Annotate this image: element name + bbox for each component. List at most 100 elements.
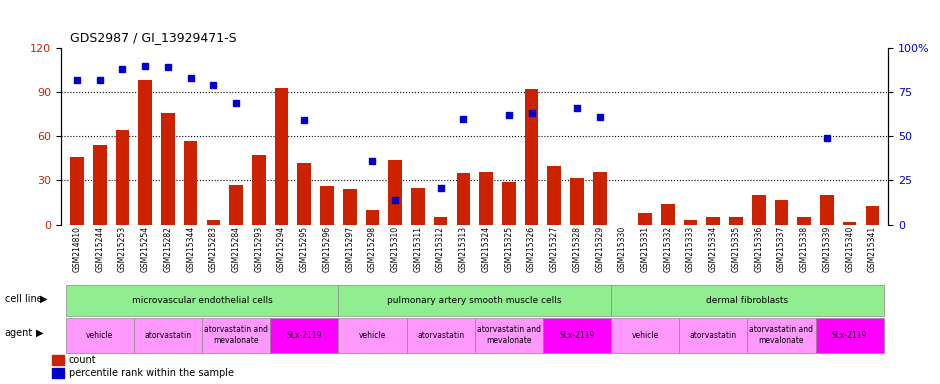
Bar [747, 318, 816, 353]
Bar [338, 318, 406, 353]
Bar [138, 80, 152, 225]
Bar [775, 200, 789, 225]
Bar [502, 182, 516, 225]
Bar [683, 220, 697, 225]
Text: GSM215253: GSM215253 [118, 226, 127, 272]
Text: GSM215310: GSM215310 [391, 226, 400, 272]
Bar [161, 113, 175, 225]
Text: GSM214810: GSM214810 [72, 226, 82, 272]
Bar [133, 318, 202, 353]
Text: cell line: cell line [5, 294, 42, 304]
Bar [525, 89, 539, 225]
Text: GSM215244: GSM215244 [95, 226, 104, 272]
Bar [52, 355, 64, 366]
Bar [406, 318, 475, 353]
Bar [680, 318, 747, 353]
Bar [207, 220, 220, 225]
Bar [116, 131, 130, 225]
Text: GSM215313: GSM215313 [459, 226, 468, 272]
Bar [66, 318, 133, 353]
Bar [638, 213, 652, 225]
Text: GSM215296: GSM215296 [322, 226, 332, 272]
Bar [816, 318, 884, 353]
Bar [543, 318, 611, 353]
Text: GSM215312: GSM215312 [436, 226, 446, 272]
Bar [184, 141, 197, 225]
Bar [866, 205, 879, 225]
Bar [202, 318, 270, 353]
Text: GSM215326: GSM215326 [527, 226, 536, 272]
Text: GSM215297: GSM215297 [345, 226, 354, 272]
Text: vehicle: vehicle [86, 331, 114, 339]
Text: GSM215298: GSM215298 [368, 226, 377, 272]
Text: GSM215334: GSM215334 [709, 226, 718, 272]
Text: GSM215331: GSM215331 [641, 226, 650, 272]
Bar [820, 195, 834, 225]
Text: GSM215283: GSM215283 [209, 226, 218, 272]
Bar [707, 217, 720, 225]
Text: GSM215282: GSM215282 [164, 226, 172, 272]
Bar [457, 173, 470, 225]
Text: GSM215332: GSM215332 [664, 226, 672, 272]
Bar [797, 217, 811, 225]
Bar [479, 172, 493, 225]
Text: GSM215344: GSM215344 [186, 226, 196, 272]
Bar [388, 160, 402, 225]
Bar [571, 177, 584, 225]
Text: GSM215336: GSM215336 [754, 226, 763, 272]
Text: percentile rank within the sample: percentile rank within the sample [69, 368, 234, 378]
Bar [93, 145, 106, 225]
Text: GSM215341: GSM215341 [868, 226, 877, 272]
Bar [752, 195, 765, 225]
Text: atorvastatin: atorvastatin [690, 331, 737, 339]
Text: GSM215339: GSM215339 [822, 226, 832, 272]
Bar [475, 318, 543, 353]
Text: GSM215324: GSM215324 [481, 226, 491, 272]
Text: GSM215327: GSM215327 [550, 226, 558, 272]
Text: atorvastatin and
mevalonate: atorvastatin and mevalonate [204, 325, 268, 345]
Text: GSM215335: GSM215335 [731, 226, 741, 272]
Bar [321, 186, 334, 225]
Bar [611, 285, 884, 316]
Bar [547, 166, 561, 225]
Bar [433, 217, 447, 225]
Bar [229, 185, 243, 225]
Bar [611, 318, 680, 353]
Text: dermal fibroblasts: dermal fibroblasts [706, 296, 789, 305]
Text: GSM215338: GSM215338 [800, 226, 808, 272]
Bar [252, 156, 266, 225]
Text: SLx-2119: SLx-2119 [559, 331, 595, 339]
Text: GSM215340: GSM215340 [845, 226, 854, 272]
Text: atorvastatin: atorvastatin [417, 331, 464, 339]
Text: GSM215328: GSM215328 [572, 226, 582, 272]
Bar [843, 222, 856, 225]
Text: vehicle: vehicle [359, 331, 386, 339]
Text: GSM215337: GSM215337 [777, 226, 786, 272]
Text: GSM215325: GSM215325 [504, 226, 513, 272]
Bar [70, 157, 84, 225]
Bar [343, 189, 356, 225]
Text: agent: agent [5, 328, 33, 338]
Text: ▶: ▶ [36, 328, 43, 338]
Text: ▶: ▶ [39, 294, 47, 304]
Bar [661, 204, 675, 225]
Text: GSM215254: GSM215254 [141, 226, 149, 272]
Bar [411, 188, 425, 225]
Text: GSM215295: GSM215295 [300, 226, 308, 272]
Text: GSM215311: GSM215311 [414, 226, 422, 272]
Text: GDS2987 / GI_13929471-S: GDS2987 / GI_13929471-S [70, 31, 237, 44]
Bar [270, 318, 338, 353]
Text: microvascular endothelial cells: microvascular endothelial cells [132, 296, 273, 305]
Bar [593, 172, 606, 225]
Text: SLx-2119: SLx-2119 [832, 331, 868, 339]
Bar [729, 217, 743, 225]
Text: pulmonary artery smooth muscle cells: pulmonary artery smooth muscle cells [387, 296, 562, 305]
Bar [297, 163, 311, 225]
Text: GSM215293: GSM215293 [255, 226, 263, 272]
Bar [338, 285, 611, 316]
Text: GSM215329: GSM215329 [595, 226, 604, 272]
Text: GSM215333: GSM215333 [686, 226, 695, 272]
Text: atorvastatin: atorvastatin [145, 331, 192, 339]
Text: GSM215284: GSM215284 [231, 226, 241, 272]
Bar [366, 210, 379, 225]
